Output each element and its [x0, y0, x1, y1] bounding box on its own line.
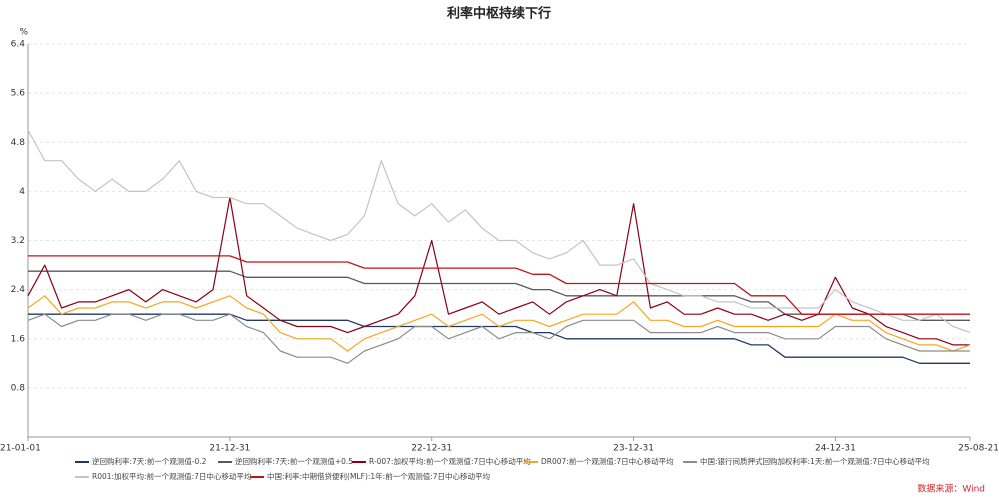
legend-label: 中国:银行间质押式回购加权利率:1天:前一个观测值:7日中心移动平均	[700, 456, 930, 466]
x-tick-label: 21-01-01	[0, 444, 41, 454]
series-line	[28, 270, 970, 321]
legend-label: R001:加权平均:前一个观测值:7日中心移动平均	[92, 471, 251, 481]
legend-label: 中国:利率:中期借贷便利(MLF):1年:前一个观测值:7日中心移动平均	[267, 471, 490, 481]
y-tick-label: 1.6	[11, 334, 26, 344]
y-tick-label: 4	[19, 187, 25, 197]
y-tick-label: 4.8	[11, 138, 26, 148]
legend-label: R-007:加权平均:前一个观测值:7日中心移动平均	[369, 456, 531, 466]
legend-label: 逆回购利率:7天:前一个观测值+0.5	[235, 456, 353, 466]
x-tick-label: 22-12-31	[411, 444, 452, 454]
chart-title: 利率中枢持续下行	[447, 6, 551, 22]
series-line	[27, 295, 971, 352]
y-tick-label: 6.4	[11, 40, 26, 50]
y-tick-label: 0.8	[11, 383, 26, 393]
y-tick-label: 3.2	[11, 236, 25, 246]
x-tick-label: 24-12-31	[815, 444, 856, 454]
x-tick-label: 25-08-21	[958, 444, 999, 454]
x-tick-label: 21-12-31	[209, 444, 250, 454]
source-note: 数据来源：Wind	[917, 483, 985, 495]
series-line	[27, 313, 970, 364]
series-line	[28, 255, 970, 315]
series-line	[27, 129, 971, 334]
y-tick-label: 2.4	[11, 285, 26, 295]
series-line	[27, 196, 970, 346]
y-tick-label: 5.6	[11, 89, 26, 99]
x-tick-label: 23-12-31	[613, 444, 654, 454]
legend-label: 逆回购利率:7天:前一个观测值-0.2	[92, 456, 207, 466]
y-unit: %	[19, 28, 28, 38]
legend-label: DR007:前一个观测值:7日中心移动平均	[541, 456, 674, 466]
